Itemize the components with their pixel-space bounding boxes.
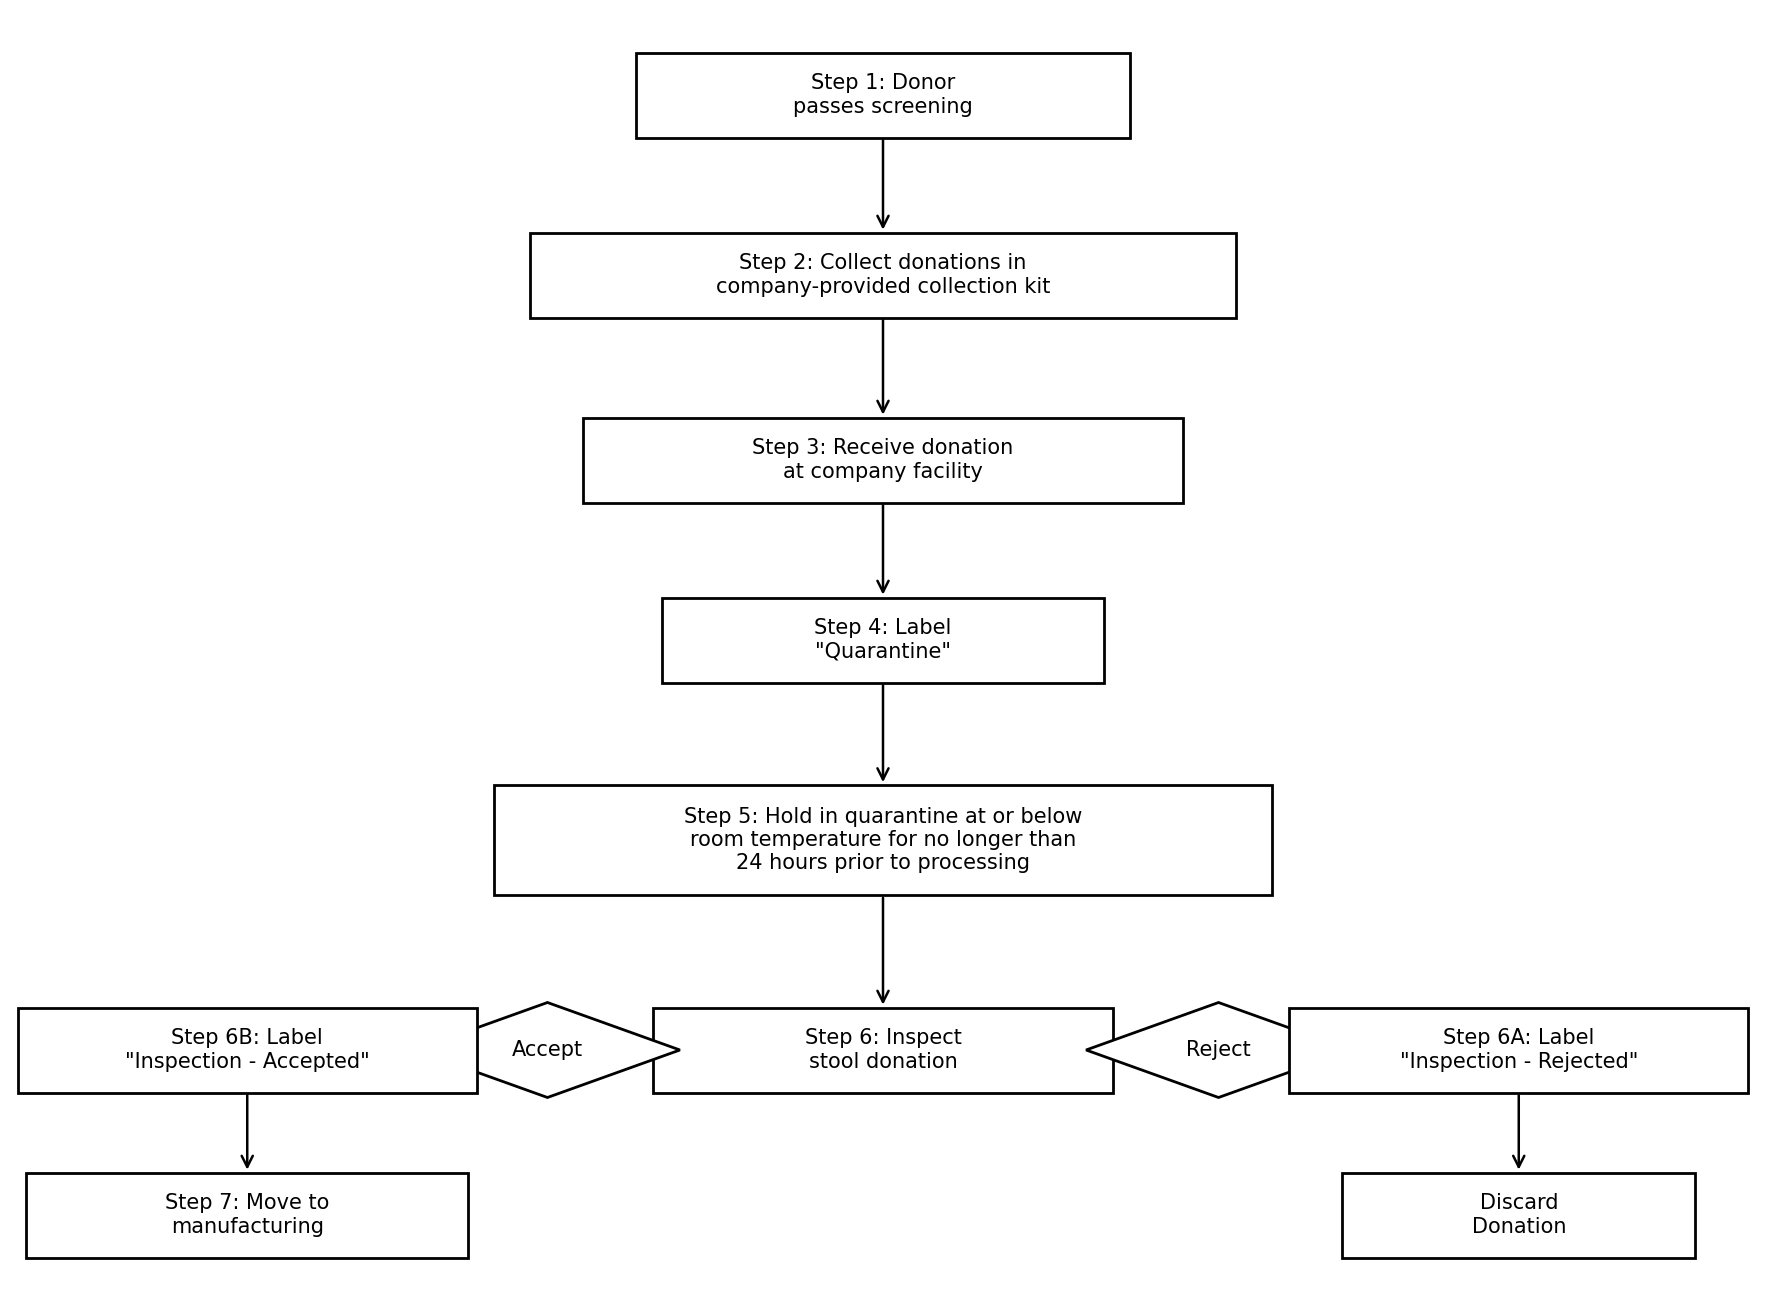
Polygon shape bbox=[1086, 1002, 1351, 1098]
Bar bbox=[662, 597, 1104, 682]
Text: Step 6B: Label
"Inspection - Accepted": Step 6B: Label "Inspection - Accepted" bbox=[125, 1028, 369, 1072]
Text: Step 6A: Label
"Inspection - Rejected": Step 6A: Label "Inspection - Rejected" bbox=[1400, 1028, 1637, 1072]
Bar bbox=[18, 1007, 477, 1093]
Text: Step 7: Move to
manufacturing: Step 7: Move to manufacturing bbox=[164, 1194, 330, 1236]
Bar bbox=[1289, 1007, 1748, 1093]
Text: Step 4: Label
"Quarantine": Step 4: Label "Quarantine" bbox=[814, 618, 952, 661]
Bar bbox=[26, 1173, 468, 1257]
Text: Step 3: Receive donation
at company facility: Step 3: Receive donation at company faci… bbox=[752, 438, 1014, 481]
Text: Step 6: Inspect
stool donation: Step 6: Inspect stool donation bbox=[805, 1028, 961, 1072]
Text: Reject: Reject bbox=[1187, 1040, 1250, 1060]
Text: Step 5: Hold in quarantine at or below
room temperature for no longer than
24 ho: Step 5: Hold in quarantine at or below r… bbox=[683, 807, 1083, 873]
Text: Step 1: Donor
passes screening: Step 1: Donor passes screening bbox=[793, 74, 973, 117]
Text: Accept: Accept bbox=[512, 1040, 583, 1060]
Text: Step 2: Collect donations in
company-provided collection kit: Step 2: Collect donations in company-pro… bbox=[715, 254, 1051, 297]
Bar bbox=[653, 1007, 1113, 1093]
Polygon shape bbox=[415, 1002, 680, 1098]
Text: Discard
Donation: Discard Donation bbox=[1471, 1194, 1566, 1236]
Bar bbox=[636, 53, 1130, 138]
Bar bbox=[1342, 1173, 1695, 1257]
Bar bbox=[530, 233, 1236, 317]
Bar bbox=[583, 417, 1183, 502]
Bar bbox=[494, 785, 1272, 896]
